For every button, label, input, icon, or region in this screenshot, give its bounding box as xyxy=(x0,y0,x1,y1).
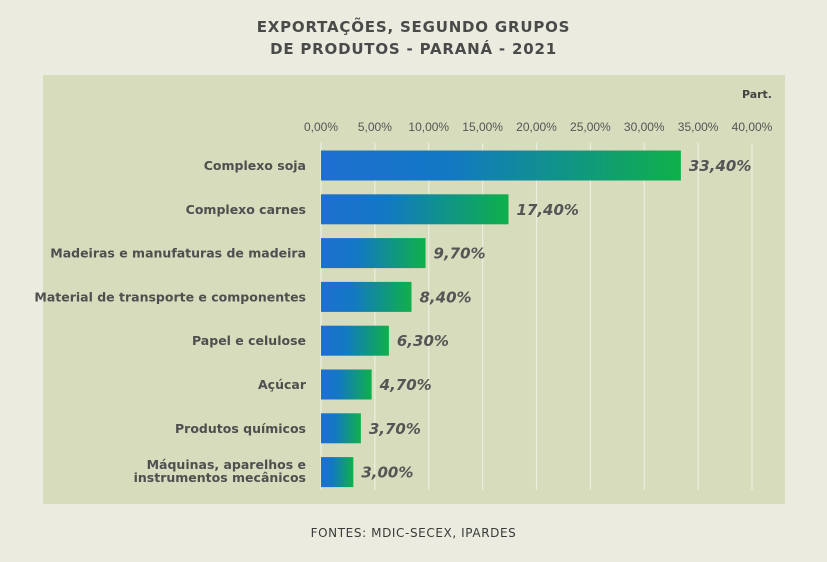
data-label: 3,00% xyxy=(361,464,413,482)
x-tick-label: 15,00% xyxy=(462,120,503,134)
data-label: 3,70% xyxy=(369,420,421,438)
bar xyxy=(321,457,354,488)
data-label: 33,40% xyxy=(689,157,751,175)
category-label: Açúcar xyxy=(258,377,307,392)
x-tick-label: 10,00% xyxy=(408,120,449,134)
data-label: 4,70% xyxy=(379,376,432,394)
bar xyxy=(321,150,681,181)
category-label: Produtos químicos xyxy=(175,421,306,436)
x-tick-label: 20,00% xyxy=(516,120,557,134)
x-tick-label: 0,00% xyxy=(304,120,338,134)
x-tick-label: 5,00% xyxy=(358,120,392,134)
category-label: Madeiras e manufaturas de madeira xyxy=(50,246,306,261)
x-tick-label: 40,00% xyxy=(732,120,773,134)
bar xyxy=(321,238,426,269)
x-tick-label: 35,00% xyxy=(678,120,719,134)
category-label: Máquinas, aparelhos e xyxy=(147,457,306,472)
chart-panel xyxy=(43,75,785,504)
category-label: Complexo carnes xyxy=(186,202,306,217)
data-label: 9,70% xyxy=(434,245,486,263)
source-note: FONTES: MDIC-SECEX, IPARDES xyxy=(310,526,517,540)
data-label: 8,40% xyxy=(420,288,472,306)
data-label: 6,30% xyxy=(397,332,449,350)
unit-label: Part. xyxy=(742,88,772,101)
bar xyxy=(321,281,412,312)
data-label: 17,40% xyxy=(516,201,578,219)
bar xyxy=(321,325,389,356)
chart-title: EXPORTAÇÕES, SEGUNDO GRUPOS DE PRODUTOS … xyxy=(0,16,827,60)
category-label: Material de transporte e componentes xyxy=(34,289,306,304)
chart-title-line-2: DE PRODUTOS - PARANÁ - 2021 xyxy=(270,40,557,58)
category-label: Complexo soja xyxy=(204,158,306,173)
x-tick-label: 25,00% xyxy=(570,120,611,134)
chart-title-line-1: EXPORTAÇÕES, SEGUNDO GRUPOS xyxy=(256,18,571,36)
bar xyxy=(321,194,509,225)
bar xyxy=(321,413,361,444)
category-label: instrumentos mecânicos xyxy=(134,470,306,485)
bar xyxy=(321,369,372,400)
category-label: Papel e celulose xyxy=(192,333,306,348)
x-tick-label: 30,00% xyxy=(624,120,665,134)
